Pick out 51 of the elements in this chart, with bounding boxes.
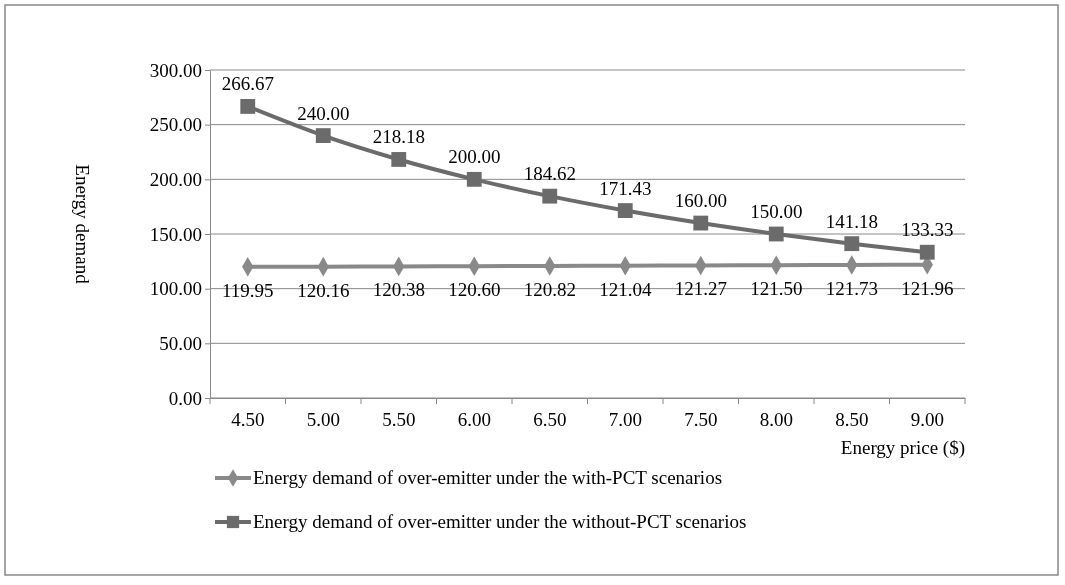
legend-label: Energy demand of over-emitter under the with-PCT scenarios [253, 467, 723, 488]
point [617, 203, 633, 218]
data-label: 184.62 [523, 163, 576, 185]
data-label: 266.67 [221, 73, 274, 95]
x-tick-label: 6.50 [533, 408, 567, 430]
x-tick-label: 7.50 [684, 408, 718, 430]
x-tick-label: 5.00 [306, 408, 340, 430]
y-tick-label: 150.00 [149, 223, 202, 245]
data-label: 171.43 [599, 177, 652, 199]
data-label: 119.95 [221, 279, 274, 301]
data-label: 121.73 [825, 277, 878, 299]
data-label: 133.33 [901, 219, 954, 241]
data-label: 121.27 [674, 278, 727, 300]
point [315, 128, 331, 144]
y-tick-label: 250.00 [149, 114, 202, 136]
data-label: 121.96 [901, 277, 954, 299]
point [768, 226, 784, 242]
data-label: 150.00 [750, 201, 803, 222]
data-label: 120.38 [372, 279, 425, 301]
data-label: 141.18 [825, 210, 878, 232]
y-tick-label: 100.00 [149, 278, 202, 300]
data-label: 120.16 [297, 279, 350, 301]
data-label: 121.50 [750, 278, 803, 300]
point [844, 236, 860, 252]
y-tick-label: 50.00 [159, 332, 202, 354]
data-label: 200.00 [448, 146, 501, 168]
data-label: 240.00 [297, 102, 350, 124]
legend-label: Energy demand of over-emitter under the without-PCT scenarios [253, 511, 747, 532]
point [542, 188, 558, 204]
point [693, 215, 709, 231]
x-tick-label: 4.50 [231, 408, 265, 430]
y-tick-label: 200.00 [149, 168, 202, 190]
point [919, 244, 935, 260]
y-axis-title: Energy demand [72, 164, 93, 285]
data-label: 120.60 [448, 279, 501, 301]
y-tick-label: 0.00 [168, 387, 202, 409]
point [466, 171, 482, 187]
data-label: 218.18 [372, 126, 425, 148]
x-tick-label: 6.00 [457, 408, 491, 430]
x-axis-title: Energy price ($) [840, 437, 965, 459]
data-label: 121.04 [599, 278, 652, 300]
point [240, 99, 256, 114]
data-label: 160.00 [674, 190, 727, 212]
x-tick-label: 8.50 [835, 408, 869, 430]
point [391, 152, 407, 167]
x-tick-label: 7.00 [608, 408, 642, 430]
y-tick-label: 300.00 [149, 59, 202, 81]
x-tick-label: 5.50 [382, 408, 416, 430]
x-tick-label: 9.00 [910, 408, 944, 430]
data-label: 120.82 [523, 278, 576, 300]
x-tick-label: 8.00 [759, 408, 793, 430]
